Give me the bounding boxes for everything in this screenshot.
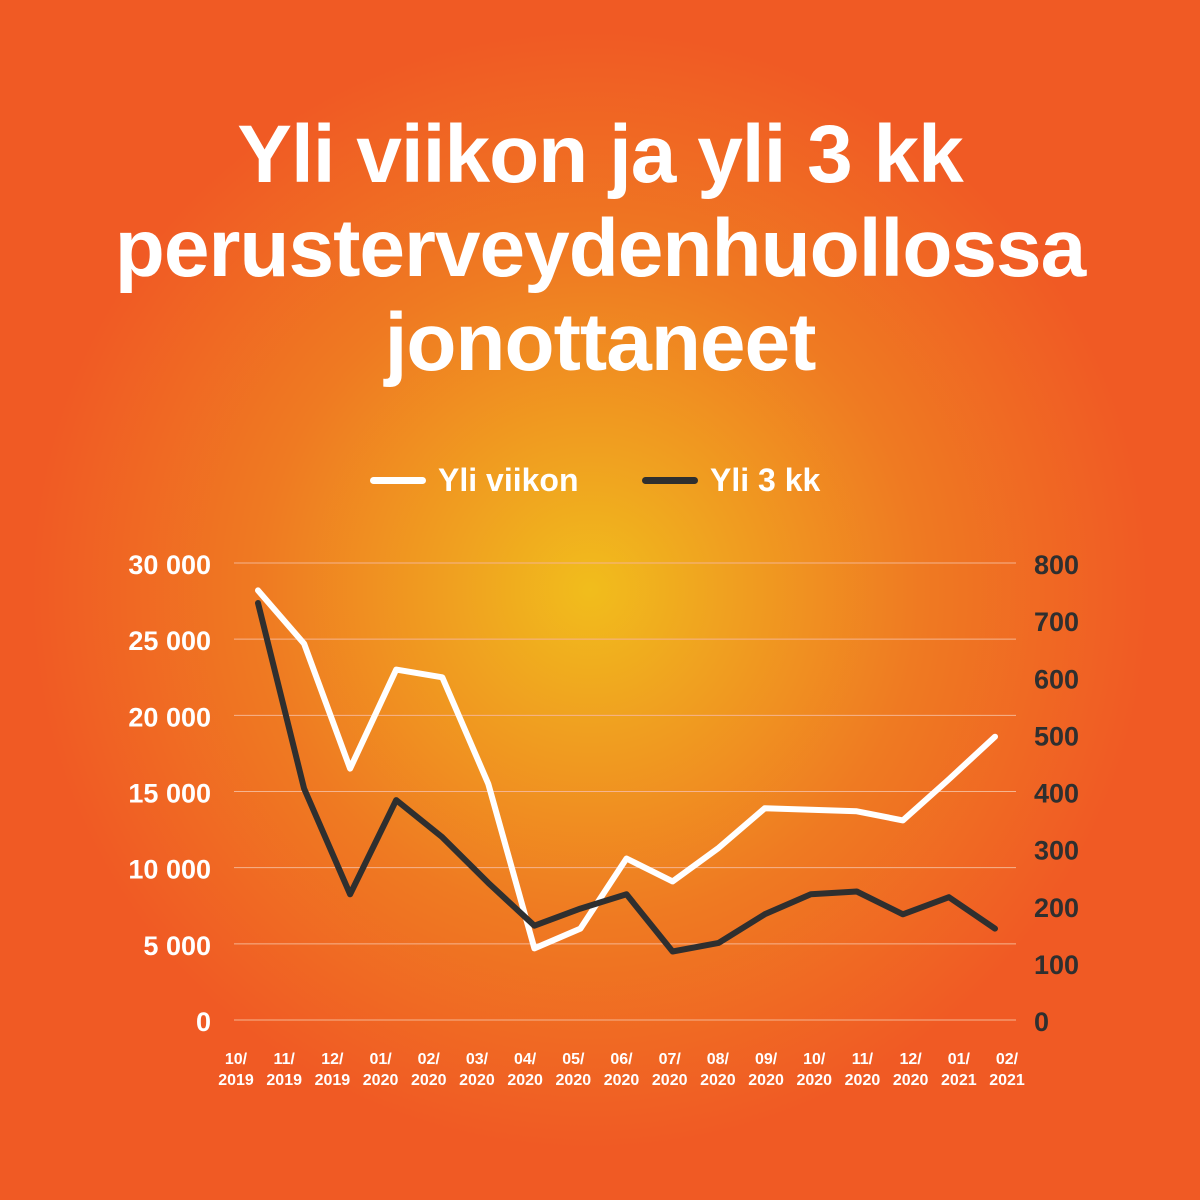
x-tick-label-month: 02/: [996, 1051, 1019, 1068]
right-axis-tick-label: 300: [1034, 836, 1079, 866]
x-tick-label-month: 10/: [225, 1051, 248, 1068]
right-axis-tick-label: 100: [1034, 950, 1079, 980]
x-tick-label-month: 12/: [321, 1051, 344, 1068]
legend-item-3m[interactable]: Yli 3 kk: [642, 458, 820, 502]
left-axis-tick-label: 5 000: [143, 931, 211, 961]
right-axis-tick-label: 0: [1034, 1007, 1049, 1037]
x-tick-label-month: 11/: [274, 1051, 296, 1068]
title-line-3: jonottaneet: [384, 297, 817, 388]
x-tick-label-month: 01/: [369, 1051, 392, 1068]
right-axis-tick-label: 600: [1034, 664, 1079, 694]
legend-swatch-3m: [642, 476, 698, 484]
left-axis-tick-label: 20 000: [128, 702, 211, 732]
x-tick-label-year: 2020: [748, 1072, 784, 1089]
x-tick-label-month: 10/: [803, 1051, 826, 1068]
chart-legend: Yli viikon Yli 3 kk: [0, 458, 1200, 502]
x-tick-label-year: 2020: [796, 1072, 832, 1089]
x-tick-label-year: 2020: [363, 1072, 399, 1089]
series-line-yli-3kk: [255, 600, 998, 955]
x-tick-label-month: 11/: [852, 1051, 874, 1068]
x-tick-label-month: 08/: [707, 1051, 730, 1068]
left-axis-tick-label: 30 000: [128, 550, 211, 580]
x-tick-label-year: 2021: [941, 1072, 977, 1089]
title-line-2: perusterveydenhuollossa: [114, 203, 1086, 294]
left-axis-tick-label: 0: [196, 1007, 211, 1037]
legend-label-week: Yli viikon: [438, 461, 579, 498]
x-tick-label-year: 2019: [218, 1072, 254, 1089]
x-tick-label-year: 2020: [556, 1072, 592, 1089]
x-tick-label-month: 07/: [659, 1051, 682, 1068]
x-tick-label-year: 2020: [411, 1072, 447, 1089]
x-tick-label-month: 06/: [610, 1051, 633, 1068]
x-tick-label-year: 2020: [507, 1072, 543, 1089]
x-tick-label-year: 2020: [652, 1072, 688, 1089]
x-tick-label-year: 2019: [315, 1072, 351, 1089]
x-tick-label-year: 2020: [459, 1072, 495, 1089]
x-tick-label-year: 2020: [604, 1072, 640, 1089]
title-line-1: Yli viikon ja yli 3 kk: [237, 109, 964, 200]
legend-item-week[interactable]: Yli viikon: [370, 458, 578, 502]
x-tick-label-year: 2019: [266, 1072, 302, 1089]
legend-swatch-week: [370, 476, 426, 484]
left-axis-tick-label: 25 000: [128, 626, 211, 656]
right-axis-tick-label: 700: [1034, 607, 1079, 637]
right-axis-tick-label: 800: [1034, 550, 1079, 580]
chart-title: Yli viikon ja yli 3 kk perusterveydenhuo…: [0, 108, 1200, 390]
right-axis-tick-label: 500: [1034, 721, 1079, 751]
x-tick-label-year: 2020: [893, 1072, 929, 1089]
x-tick-label-year: 2020: [700, 1072, 736, 1089]
x-tick-label-month: 01/: [948, 1051, 971, 1068]
left-axis-tick-label: 10 000: [128, 855, 211, 885]
x-tick-label-month: 09/: [755, 1051, 778, 1068]
x-tick-label-year: 2021: [989, 1072, 1025, 1089]
x-tick-label-month: 02/: [418, 1051, 441, 1068]
right-axis-tick-label: 400: [1034, 779, 1079, 809]
left-axis-tick-label: 15 000: [128, 779, 211, 809]
x-tick-label-month: 03/: [466, 1051, 489, 1068]
x-tick-label-month: 05/: [562, 1051, 585, 1068]
x-tick-label-month: 04/: [514, 1051, 537, 1068]
x-tick-label-month: 12/: [900, 1051, 923, 1068]
legend-label-3m: Yli 3 kk: [710, 461, 821, 498]
right-axis-tick-label: 200: [1034, 893, 1079, 923]
series-line-yli-viikon: [255, 587, 998, 952]
x-tick-label-year: 2020: [845, 1072, 881, 1089]
